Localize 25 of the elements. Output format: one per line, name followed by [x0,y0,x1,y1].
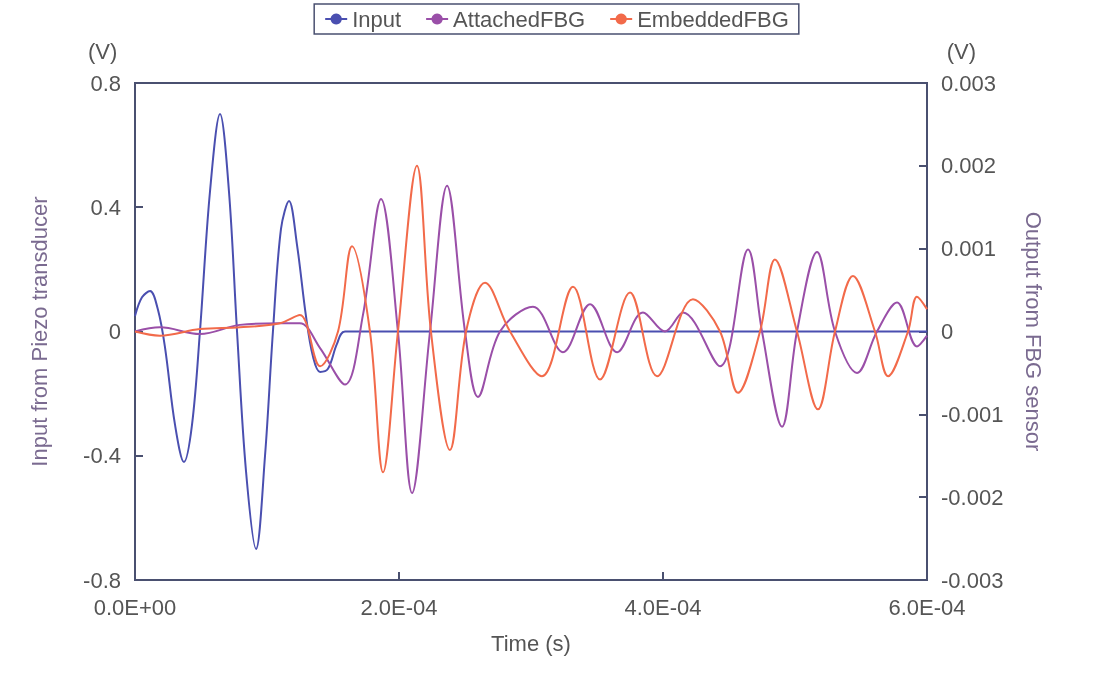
y2-tick-label: -0.001 [941,401,1004,427]
legend-label: EmbeddedFBG [637,6,789,32]
y-axis-title: Input from Piezo transducer [26,196,52,467]
line-series [134,113,928,550]
x-tick-label: 0.0E+00 [93,594,177,620]
y2-tick-label: 0.002 [941,153,997,179]
y2-axis-title: Output from FBG sensor [1020,211,1046,452]
y2-tick-label: 0.003 [941,70,997,96]
x-tick-label: 2.0E-04 [360,594,438,620]
legend-label: Input [352,6,402,32]
y-tick-label: 0.4 [90,194,121,220]
y-tick-label: -0.8 [83,567,121,593]
x-tick-label: 6.0E-04 [888,594,966,620]
y-tick-label: 0 [108,319,121,344]
y-tick-label: 0.8 [90,70,121,96]
y2-tick-label: -0.002 [941,484,1004,510]
y-tick-label: -0.4 [83,443,121,469]
y2-tick-label: 0.001 [941,236,997,262]
x-axis-title: Time (s) [491,630,571,656]
x-tick-label: 4.0E-04 [624,594,702,620]
legend-label: AttachedFBG [453,6,586,32]
y2-tick-label: 0 [941,319,954,344]
text: (V) [946,38,976,64]
y2-tick-label: -0.003 [941,567,1004,593]
text: (V) [88,38,118,64]
